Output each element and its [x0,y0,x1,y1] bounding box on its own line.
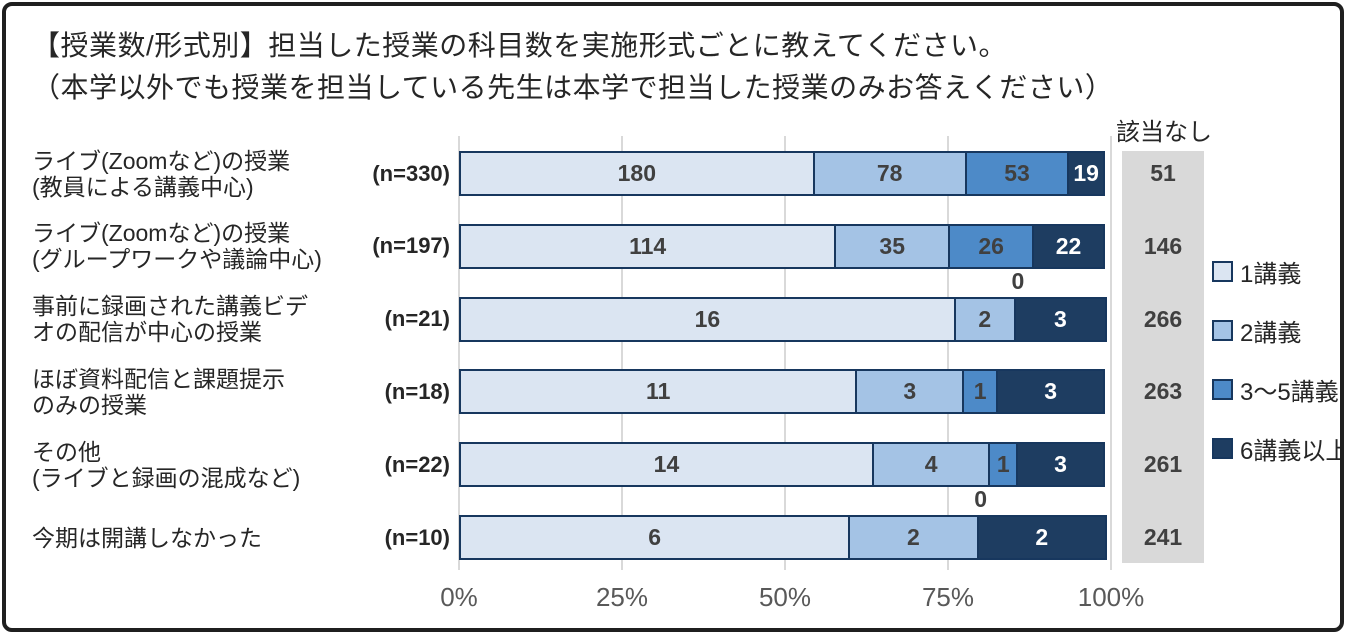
gridline [1110,136,1112,570]
x-axis-tick-label: 25% [595,582,649,612]
legend: 1講義 2講義 3〜5講義 6講義以上 [1212,256,1344,492]
not-applicable-value: 51 [1150,160,1176,186]
bar-segment: 22 [1032,223,1105,269]
legend-label: 3〜5講義 [1240,378,1339,406]
bar-segment: 2 [976,515,1107,560]
not-applicable-band [1122,151,1204,563]
stacked-bar: 114 35 26 22 [459,223,1111,269]
bar-segment: 14 [459,442,874,488]
chart-title-line2: （本学以外でも授業を担当している先生は本学で担当した授業のみお答えください） [32,72,1114,103]
zero-value-label: 0 [1011,267,1025,294]
bar-segment: 16 [459,296,956,342]
legend-item: 3〜5講義 [1212,374,1340,406]
row-n-count: (n=10) [384,524,450,550]
bar-segment: 1 [962,369,999,415]
bar-segment: 3 [1013,296,1107,342]
row-label: ライブ(Zoomなど)の授業 (教員による講義中心) [32,147,291,200]
bar-segment: 114 [459,223,837,269]
row-label: ほぼ資料配信と課題提示 のみの授業 [32,365,285,418]
legend-label: 2講義 [1240,319,1302,347]
bar-segment: 35 [834,223,951,269]
bar-segment: 3 [1016,442,1105,488]
bar-segment: 53 [964,151,1070,196]
row-label: その他 (ライブと録画の混成など) [32,438,301,491]
bar-segment: 2 [953,296,1016,342]
row-n-count: (n=330) [372,160,450,186]
x-axis-tick-label: 100% [1077,582,1145,612]
row-n-count: (n=22) [384,451,450,477]
bar-segment: 4 [871,442,991,488]
x-axis-tick-label: 0% [440,582,478,612]
x-axis-tick-label: 75% [921,582,975,612]
row-n-count: (n=21) [384,306,450,332]
legend-swatch [1212,260,1233,282]
not-applicable-value: 241 [1143,524,1183,550]
bar-segment: 1 [988,442,1019,488]
legend-item: 2講義 [1212,315,1340,347]
legend-swatch [1212,437,1233,459]
bar-segment: 6 [459,515,851,560]
stacked-bar: 14 4 1 3 [459,442,1111,488]
not-applicable-value: 146 [1143,232,1183,259]
bar-segment: 2 [848,515,979,560]
gridline [458,136,460,570]
gridline [947,136,949,570]
zero-value-label: 0 [974,486,987,512]
legend-label: 6講義以上 [1240,437,1344,465]
row-label: ライブ(Zoomなど)の授業 (グループワークや議論中心) [32,220,322,273]
row-n-count: (n=197) [372,233,450,259]
bar-segment: 180 [459,151,815,196]
not-applicable-value: 263 [1143,378,1183,405]
row-label: 事前に録画された講義ビデ オの配信が中心の授業 [32,293,308,346]
not-applicable-value: 266 [1143,305,1183,332]
gridline [621,136,623,570]
row-n-count: (n=18) [384,378,450,404]
gridline [784,136,786,570]
stacked-bar: 11 3 1 3 [459,369,1111,415]
x-axis-tick-label: 50% [758,582,812,612]
bar-segment: 11 [459,369,858,415]
bar-segment: 3 [996,369,1105,415]
bar-segment: 78 [812,151,967,196]
row-label: 今期は開講しなかった [32,524,262,551]
not-applicable-header: 該当なし [1116,119,1212,146]
bar-segment: 19 [1067,151,1105,196]
not-applicable-value: 261 [1143,451,1183,478]
stacked-bar: 16 2 3 [459,296,1111,342]
legend-item: 1講義 [1212,256,1340,288]
legend-item: 6講義以上 [1212,433,1344,465]
bar-segment: 3 [855,369,965,415]
stacked-bar: 180 78 53 19 [459,151,1111,196]
legend-swatch [1212,378,1233,400]
legend-label: 1講義 [1240,260,1302,288]
chart-title-line1: 【授業数/形式別】担当した授業の科目数を実施形式ごとに教えてください。 [32,30,1008,61]
bar-segment: 26 [948,223,1035,269]
legend-swatch [1212,319,1233,341]
